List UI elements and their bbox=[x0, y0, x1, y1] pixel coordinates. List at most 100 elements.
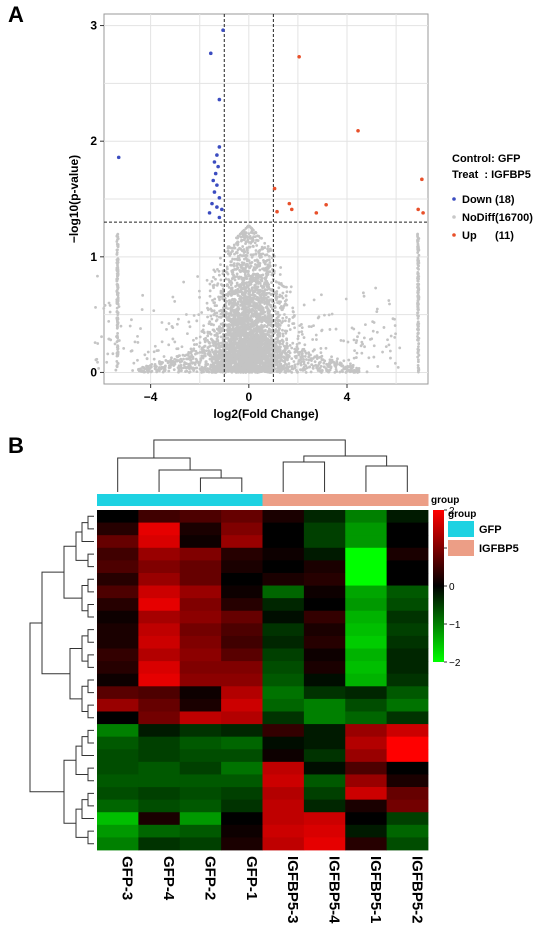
nodiff-point bbox=[220, 365, 223, 368]
nodiff-point bbox=[263, 288, 267, 291]
nodiff-point bbox=[357, 331, 361, 335]
heatmap-cell bbox=[303, 648, 346, 662]
heatmap-cell bbox=[221, 761, 263, 775]
heatmap-cell bbox=[262, 787, 305, 801]
nodiff-point bbox=[239, 362, 243, 366]
heatmap-cell bbox=[386, 837, 429, 851]
nodiff-point bbox=[249, 325, 253, 328]
nodiff-point bbox=[286, 365, 290, 369]
heatmap-cell bbox=[221, 724, 263, 738]
nodiff-point bbox=[217, 315, 221, 319]
nodiff-point bbox=[278, 367, 282, 371]
group-bar-cell bbox=[179, 494, 222, 506]
nodiff-point bbox=[241, 351, 245, 354]
nodiff-point bbox=[341, 364, 345, 368]
nodiff-point bbox=[116, 350, 120, 354]
nodiff-point bbox=[264, 342, 268, 345]
nodiff-point bbox=[259, 317, 263, 321]
heatmap-cell bbox=[138, 648, 181, 662]
nodiff-point bbox=[285, 341, 289, 345]
heatmap-cell bbox=[303, 610, 346, 624]
nodiff-point bbox=[207, 322, 211, 326]
nodiff-point bbox=[291, 316, 295, 319]
nodiff-point bbox=[142, 369, 146, 373]
heatmap-cell bbox=[262, 837, 305, 851]
heatmap-cell bbox=[386, 824, 429, 838]
nodiff-point bbox=[235, 251, 239, 255]
nodiff-point bbox=[367, 356, 371, 360]
nodiff-point bbox=[218, 331, 222, 335]
dendrogram-link bbox=[69, 648, 82, 700]
nodiff-point bbox=[248, 282, 252, 286]
nodiff-point bbox=[250, 255, 254, 259]
nodiff-point bbox=[194, 357, 198, 361]
nodiff-point bbox=[215, 332, 219, 335]
heatmap-cell bbox=[221, 547, 263, 561]
group-bar-label: group bbox=[431, 495, 459, 506]
point-down bbox=[211, 178, 216, 183]
heatmap-cell bbox=[262, 774, 305, 788]
nodiff-point bbox=[394, 332, 397, 336]
nodiff-point bbox=[329, 360, 333, 364]
nodiff-point bbox=[282, 359, 285, 363]
nodiff-point bbox=[160, 321, 164, 324]
heatmap-cell bbox=[97, 711, 139, 725]
nodiff-point bbox=[273, 330, 277, 334]
nodiff-point bbox=[252, 228, 255, 232]
nodiff-point bbox=[228, 340, 232, 344]
nodiff-point bbox=[246, 285, 250, 289]
nodiff-point bbox=[259, 278, 263, 282]
dendrogram-link bbox=[282, 461, 326, 492]
nodiff-point bbox=[346, 364, 349, 368]
nodiff-point bbox=[251, 245, 255, 248]
nodiff-point bbox=[354, 356, 358, 359]
heatmap-cell bbox=[221, 686, 263, 700]
nodiff-point bbox=[189, 347, 193, 351]
nodiff-point bbox=[228, 326, 231, 329]
nodiff-point bbox=[317, 356, 321, 359]
nodiff-point bbox=[273, 323, 277, 327]
nodiff-point bbox=[116, 323, 119, 327]
nodiff-point bbox=[393, 335, 397, 339]
heatmap-cell bbox=[221, 598, 263, 612]
dendrogram-link bbox=[87, 553, 94, 568]
nodiff-point bbox=[161, 366, 165, 370]
nodiff-point bbox=[195, 343, 199, 346]
nodiff-point bbox=[382, 326, 386, 329]
nodiff-point bbox=[214, 360, 218, 364]
nodiff-point bbox=[322, 365, 326, 369]
nodiff-point bbox=[232, 330, 236, 334]
nodiff-point bbox=[393, 361, 397, 365]
nodiff-point bbox=[227, 332, 231, 336]
nodiff-point bbox=[145, 365, 148, 369]
nodiff-point bbox=[334, 365, 338, 369]
nodiff-point bbox=[204, 349, 208, 353]
nodiff-point bbox=[389, 334, 393, 338]
nodiff-point bbox=[349, 362, 352, 366]
nodiff-point bbox=[115, 326, 119, 330]
nodiff-point bbox=[133, 340, 137, 344]
heatmap-cell bbox=[138, 698, 181, 712]
nodiff-point bbox=[250, 352, 254, 356]
heatmap-cell bbox=[345, 661, 388, 675]
nodiff-point bbox=[261, 350, 265, 354]
nodiff-point bbox=[262, 285, 266, 289]
nodiff-point bbox=[254, 252, 258, 256]
nodiff-point bbox=[218, 298, 221, 302]
nodiff-point bbox=[220, 329, 224, 333]
nodiff-point bbox=[171, 295, 175, 299]
dendrogram-link bbox=[87, 578, 94, 593]
nodiff-point bbox=[216, 267, 219, 271]
nodiff-point bbox=[328, 328, 332, 331]
heatmap-cell bbox=[345, 824, 388, 838]
heatmap-cell bbox=[221, 812, 263, 826]
nodiff-point bbox=[247, 232, 251, 236]
nodiff-point bbox=[319, 347, 323, 350]
point-down bbox=[220, 207, 224, 212]
nodiff-point bbox=[244, 316, 248, 319]
nodiff-point bbox=[416, 243, 420, 247]
nodiff-point bbox=[209, 307, 213, 311]
nodiff-point bbox=[219, 309, 223, 312]
colorbar bbox=[433, 510, 444, 662]
heatmap-cell bbox=[262, 812, 305, 826]
